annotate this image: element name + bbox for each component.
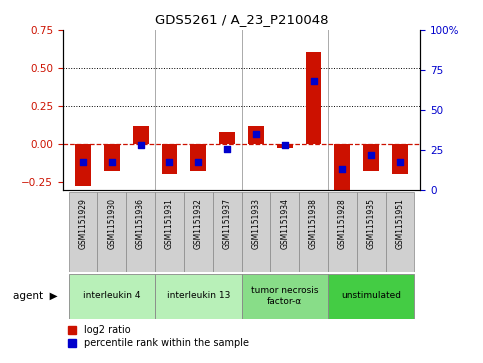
Text: GSM1151933: GSM1151933 [252,198,260,249]
Bar [69,192,98,272]
Text: GSM1151928: GSM1151928 [338,198,347,249]
Text: interleukin 13: interleukin 13 [167,291,230,301]
Bar [248,126,264,144]
Text: GSM1151932: GSM1151932 [194,198,203,249]
Point [137,142,144,148]
Text: interleukin 4: interleukin 4 [83,291,141,301]
Text: GSM1151951: GSM1151951 [396,198,405,249]
Point [108,159,115,164]
Point [194,159,202,164]
Text: GSM1151936: GSM1151936 [136,198,145,249]
Point [339,166,346,172]
Text: GSM1151935: GSM1151935 [367,198,376,249]
Text: GSM1151930: GSM1151930 [107,198,116,249]
Bar [357,192,385,272]
Bar [155,192,184,272]
Text: tumor necrosis
factor-α: tumor necrosis factor-α [251,286,318,306]
Text: GDS5261 / A_23_P210048: GDS5261 / A_23_P210048 [155,13,328,26]
Bar [126,192,155,272]
Bar [385,192,414,272]
Point [368,152,375,158]
Text: GSM1151937: GSM1151937 [223,198,231,249]
Point [223,146,231,152]
Bar [277,144,293,148]
Bar [219,132,235,144]
Bar [133,126,149,144]
Bar [306,52,322,144]
Bar [299,192,328,272]
Bar [363,144,379,171]
Text: GSM1151938: GSM1151938 [309,198,318,249]
Text: GSM1151929: GSM1151929 [78,198,87,249]
Bar [242,192,270,272]
Bar [98,192,126,272]
Bar [334,144,350,192]
Bar [392,144,408,174]
Text: unstimulated: unstimulated [341,291,401,301]
Bar [104,144,120,171]
Text: GSM1151931: GSM1151931 [165,198,174,249]
Bar [270,192,299,272]
Point [166,159,173,164]
Bar [75,144,91,187]
Bar [190,144,206,171]
Text: GSM1151934: GSM1151934 [280,198,289,249]
Bar [328,273,414,318]
Bar [155,273,242,318]
Point [310,78,317,83]
Point [396,159,404,164]
Bar [161,144,177,174]
Bar [242,273,328,318]
Bar [213,192,242,272]
Point [281,142,289,148]
Bar [328,192,357,272]
Legend: log2 ratio, percentile rank within the sample: log2 ratio, percentile rank within the s… [68,325,249,348]
Point [252,131,260,136]
Bar [184,192,213,272]
Text: agent  ▶: agent ▶ [14,291,58,301]
Point [79,159,87,164]
Bar [69,273,155,318]
